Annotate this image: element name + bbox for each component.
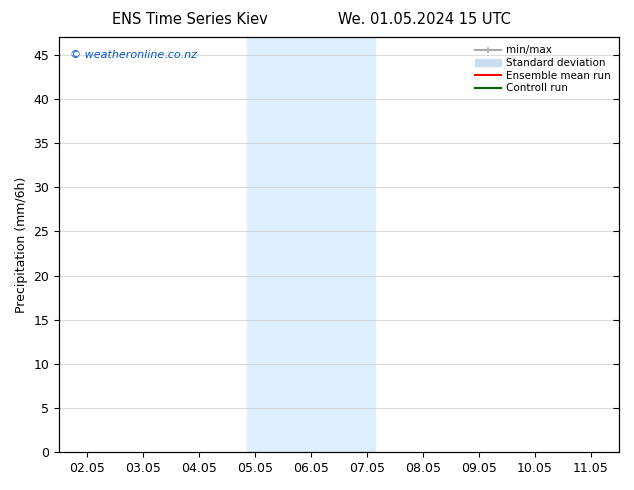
Legend: min/max, Standard deviation, Ensemble mean run, Controll run: min/max, Standard deviation, Ensemble me…	[472, 42, 614, 97]
Text: © weatheronline.co.nz: © weatheronline.co.nz	[70, 49, 197, 59]
Y-axis label: Precipitation (mm/6h): Precipitation (mm/6h)	[15, 176, 28, 313]
Text: We. 01.05.2024 15 UTC: We. 01.05.2024 15 UTC	[339, 12, 511, 27]
Text: ENS Time Series Kiev: ENS Time Series Kiev	[112, 12, 268, 27]
Bar	[247, 37, 375, 452]
